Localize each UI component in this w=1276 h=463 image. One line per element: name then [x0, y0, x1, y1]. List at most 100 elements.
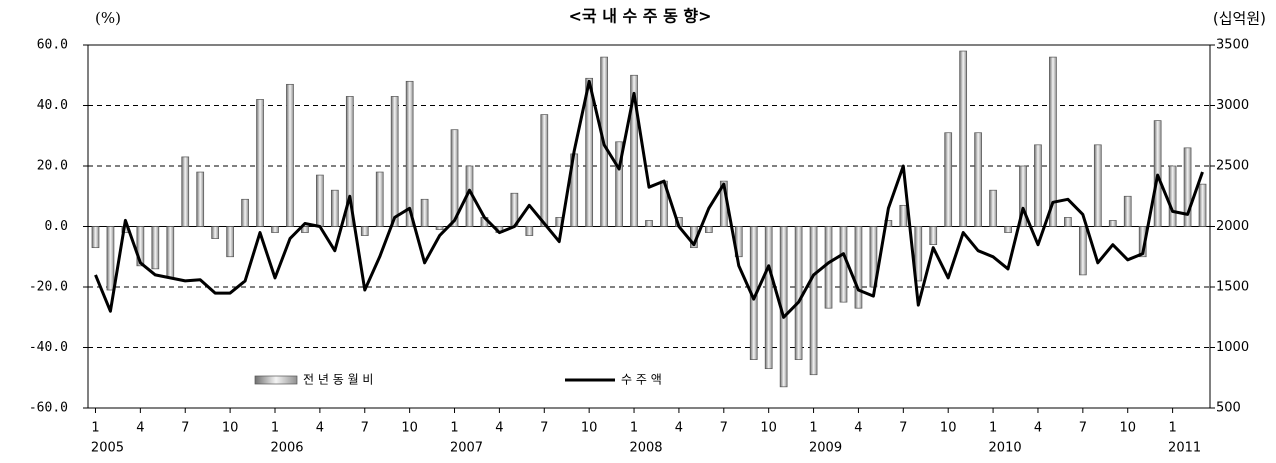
x-tick-label: 10 [581, 421, 598, 436]
x-tick-label: 1 [809, 421, 817, 436]
bar [824, 226, 833, 309]
bar [256, 99, 264, 227]
y-tick-label: -40.0 [29, 340, 68, 355]
x-tick-label: 4 [316, 421, 324, 436]
x-tick-label: 1 [989, 421, 997, 436]
x-year-label: 2005 [91, 441, 124, 456]
x-year-label: 2008 [629, 441, 662, 456]
y2-tick-label: 2000 [1216, 219, 1249, 234]
y2-tick-label: 500 [1216, 401, 1241, 416]
x-tick-label: 1 [450, 421, 458, 436]
x-tick-label: 4 [495, 421, 503, 436]
x-tick-label: 1 [271, 421, 279, 436]
bar [525, 226, 534, 236]
bar [1168, 165, 1177, 227]
bar [106, 226, 115, 291]
bar [226, 226, 234, 258]
x-year-label: 2009 [809, 441, 842, 456]
x-tick-label: 1 [91, 421, 99, 436]
bar [151, 226, 160, 270]
bar [630, 74, 638, 227]
bar [764, 226, 773, 370]
bar [989, 189, 997, 227]
y2-tick-label: 1500 [1216, 280, 1249, 295]
bar [704, 226, 713, 233]
chart-title: <국 내 수 주 동 향> [569, 7, 712, 26]
bar [899, 204, 908, 227]
bar [435, 226, 444, 230]
bar [405, 80, 414, 227]
bar [585, 77, 594, 227]
x-tick-label: 1 [630, 421, 638, 436]
bar [959, 50, 968, 227]
bar [809, 226, 818, 376]
bar [869, 226, 878, 288]
bar [974, 132, 982, 227]
bar [375, 171, 384, 227]
legend-swatch [254, 375, 298, 385]
bar [615, 141, 623, 227]
bar [1108, 220, 1117, 227]
bar [1064, 217, 1072, 227]
legend-label: 수 주 액 [621, 373, 662, 387]
bar [914, 226, 923, 282]
x-tick-label: 7 [181, 421, 189, 436]
bar [540, 114, 549, 227]
bar [1004, 226, 1012, 233]
bar [286, 83, 294, 227]
x-tick-label: 7 [720, 421, 728, 436]
x-tick-label: 10 [1119, 421, 1136, 436]
x-tick-label: 10 [940, 421, 957, 436]
bar [1049, 56, 1057, 227]
y-tick-label: 0.0 [45, 219, 68, 234]
x-tick-label: 7 [361, 421, 369, 436]
y2-tick-label: 3500 [1216, 38, 1249, 53]
x-tick-label: 7 [540, 421, 548, 436]
x-tick-label: 1 [1168, 421, 1176, 436]
bar [241, 198, 249, 227]
x-year-label: 2006 [270, 441, 303, 456]
bar [794, 226, 803, 360]
bar [1198, 183, 1207, 227]
y2-tick-label: 3000 [1216, 98, 1249, 113]
bar [839, 226, 848, 303]
x-tick-label: 10 [760, 421, 777, 436]
x-year-label: 2011 [1168, 441, 1201, 456]
legend-label: 전 년 동 월 비 [303, 373, 373, 387]
y-tick-label: -20.0 [29, 280, 68, 295]
x-tick-label: 7 [1079, 421, 1087, 436]
bar [271, 226, 279, 233]
bar [1078, 226, 1087, 276]
x-tick-label: 7 [899, 421, 907, 436]
y-tick-label: 20.0 [37, 159, 68, 174]
bar [211, 226, 220, 239]
x-year-label: 2010 [989, 441, 1022, 456]
y-tick-label: 40.0 [37, 98, 68, 113]
bar [1153, 120, 1162, 227]
y2-tick-label: 2500 [1216, 159, 1249, 174]
bar [1034, 144, 1042, 227]
bar [645, 220, 653, 227]
x-tick-label: 4 [675, 421, 683, 436]
bar [196, 171, 205, 227]
x-tick-label: 10 [401, 421, 418, 436]
bar [1093, 144, 1102, 227]
bar [166, 226, 175, 279]
x-tick-label: 4 [1034, 421, 1042, 436]
bar [345, 96, 354, 227]
line-series [94, 79, 1204, 319]
y2-tick-label: 1000 [1216, 340, 1249, 355]
y-axis-label: (%) [95, 9, 121, 27]
x-tick-label: 4 [136, 421, 144, 436]
bar [301, 226, 309, 233]
bar [854, 226, 863, 309]
bar [390, 96, 399, 227]
bar [136, 226, 145, 267]
x-tick-label: 10 [222, 421, 239, 436]
bar [450, 129, 459, 227]
bar [1019, 165, 1027, 227]
bar [1183, 147, 1192, 227]
y-tick-label: 60.0 [37, 38, 68, 53]
bar [91, 226, 100, 249]
